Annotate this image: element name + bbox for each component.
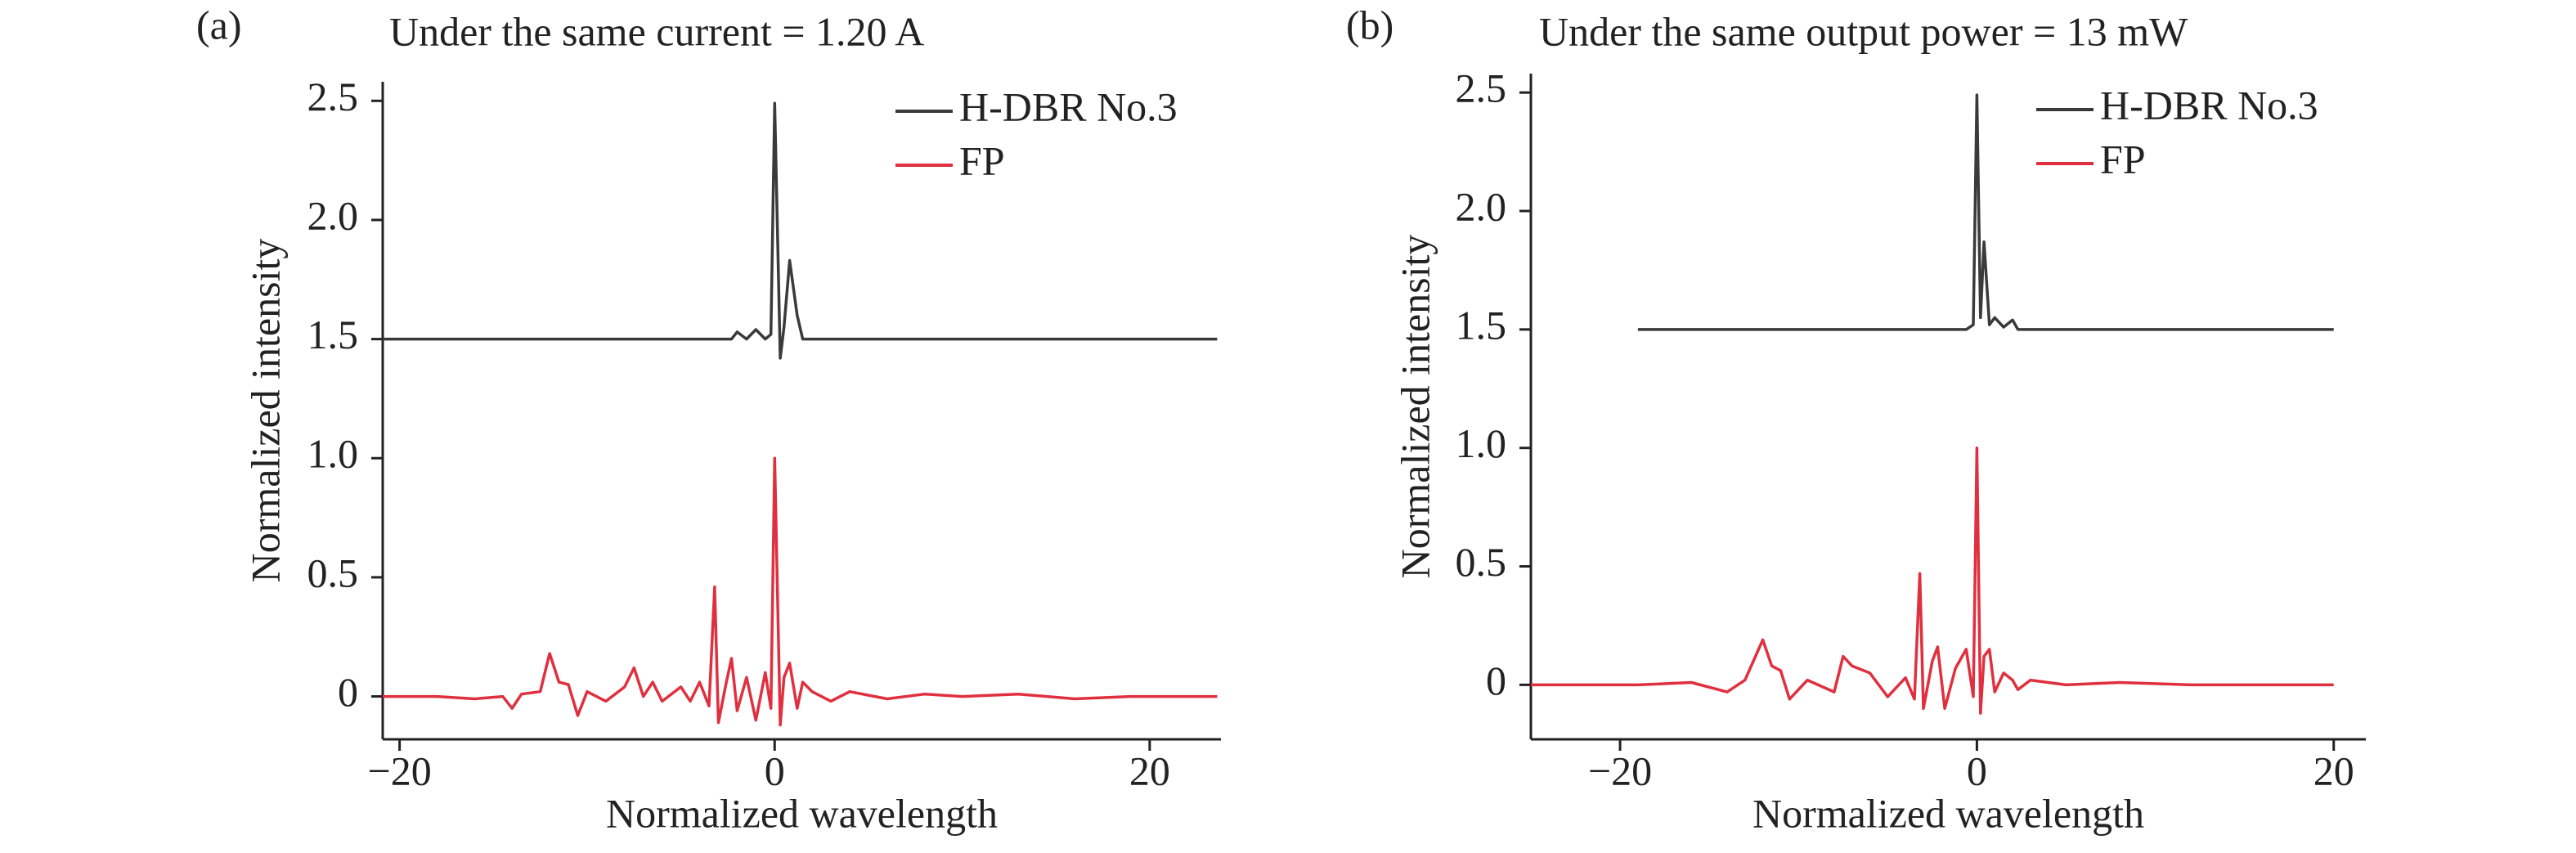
y-tick-label: 2.0 [307, 192, 359, 238]
y-tick-label: 1.5 [1456, 302, 1507, 348]
x-tick-label: 0 [1967, 747, 1987, 793]
series-line [383, 456, 1218, 727]
legend-label: H-DBR No.3 [959, 83, 1178, 129]
panel-label: (a) [196, 2, 242, 47]
y-tick-label: 2.0 [1456, 183, 1507, 229]
y-tick-label: 2.5 [307, 74, 359, 119]
x-tick-label: 20 [2313, 747, 2354, 793]
x-axis-label: Normalized wavelength [1752, 790, 2144, 836]
chart-title: Under the same output power = 13 mW [1539, 8, 2188, 54]
y-tick-label: 1.0 [307, 431, 359, 477]
x-tick-label: −20 [1588, 747, 1652, 793]
x-axis-label: Normalized wavelength [606, 790, 998, 836]
legend-label: H-DBR No.3 [2100, 82, 2318, 128]
panel-label: (b) [1346, 2, 1393, 47]
x-tick-label: 0 [765, 747, 785, 793]
y-tick-label: 0 [1486, 658, 1506, 703]
y-tick-label: 2.5 [1456, 65, 1507, 111]
legend-label: FP [2100, 136, 2146, 182]
x-tick-label: −20 [368, 747, 432, 793]
x-tick-label: 20 [1129, 747, 1170, 793]
y-tick-label: 0 [338, 669, 358, 715]
y-tick-label: 0.5 [307, 550, 359, 595]
legend-label: FP [959, 137, 1005, 183]
series-line [1637, 93, 2334, 331]
y-tick-label: 0.5 [1456, 539, 1507, 585]
y-tick-label: 1.5 [307, 312, 359, 357]
chart-title: Under the same current = 1.20 A [389, 8, 924, 54]
y-tick-label: 1.0 [1456, 420, 1507, 466]
series-line [1531, 446, 2334, 715]
series-line [383, 101, 1218, 360]
y-axis-label: Normalized intensity [242, 239, 288, 583]
y-axis-label: Normalized intensity [1392, 235, 1438, 579]
